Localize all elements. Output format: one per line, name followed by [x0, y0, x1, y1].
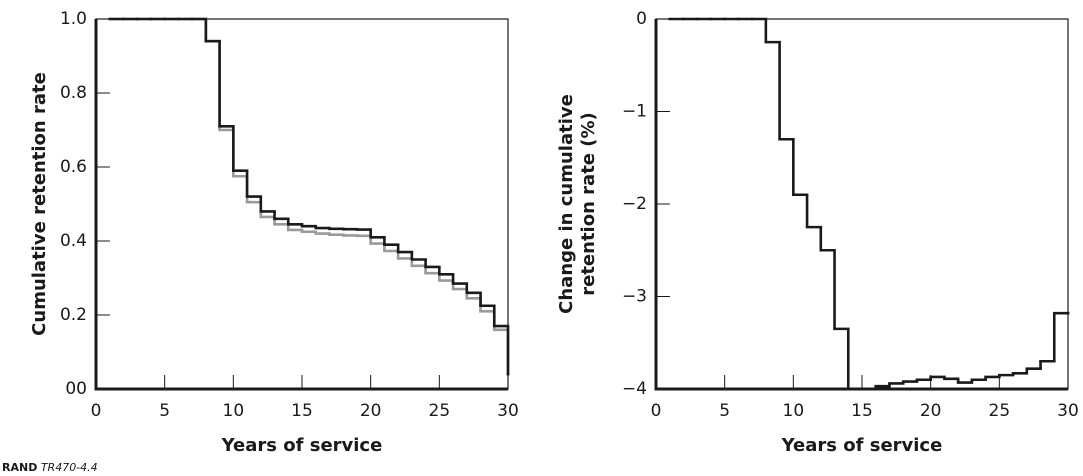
series: [668, 17, 1070, 391]
y-tick-label: 0.6: [60, 157, 87, 177]
y-tick-label: 0: [636, 9, 647, 29]
y-tick-label: −2: [622, 194, 647, 214]
x-axis-label: Years of service: [221, 435, 383, 456]
x-tick-label: 5: [159, 401, 170, 421]
source: RAND TR470-4.4: [2, 461, 98, 474]
y-axis-label: Cumulative retention rate: [29, 72, 50, 336]
plot-frame: [95, 18, 509, 390]
x-tick-label: 5: [719, 401, 730, 421]
x-tick-label: 0: [91, 401, 102, 421]
series: [108, 17, 510, 376]
x-axis-label: Years of service: [781, 435, 943, 456]
x-tick-label: 0: [651, 401, 662, 421]
y-axis-label: Change in cumulative: [556, 94, 577, 314]
x-tick-label: 10: [223, 401, 245, 421]
x-tick-label: 30: [497, 401, 519, 421]
x-tick-label: 25: [989, 401, 1011, 421]
y-tick-label: 0.4: [60, 231, 87, 251]
y-axis-label: retention rate (%): [578, 112, 599, 296]
x-tick-label: 15: [291, 401, 313, 421]
source-id: TR470-4.4: [41, 461, 98, 474]
series: [108, 17, 510, 376]
y-tick-label: −4: [622, 379, 647, 399]
plot-frame: [655, 18, 1069, 390]
y-tick-label: −3: [622, 287, 647, 307]
x-tick-label: 20: [360, 401, 382, 421]
x-tick-label: 15: [851, 401, 873, 421]
x-tick-label: 30: [1057, 401, 1079, 421]
y-tick-label: 00: [65, 379, 87, 399]
source-org: RAND: [2, 461, 37, 474]
x-tick-label: 10: [783, 401, 805, 421]
y-tick-label: 0.8: [60, 83, 87, 103]
x-tick-label: 20: [920, 401, 942, 421]
y-tick-label: 1.0: [60, 9, 87, 29]
x-tick-label: 25: [429, 401, 451, 421]
y-tick-label: 0.2: [60, 305, 87, 325]
y-tick-label: −1: [622, 102, 647, 122]
